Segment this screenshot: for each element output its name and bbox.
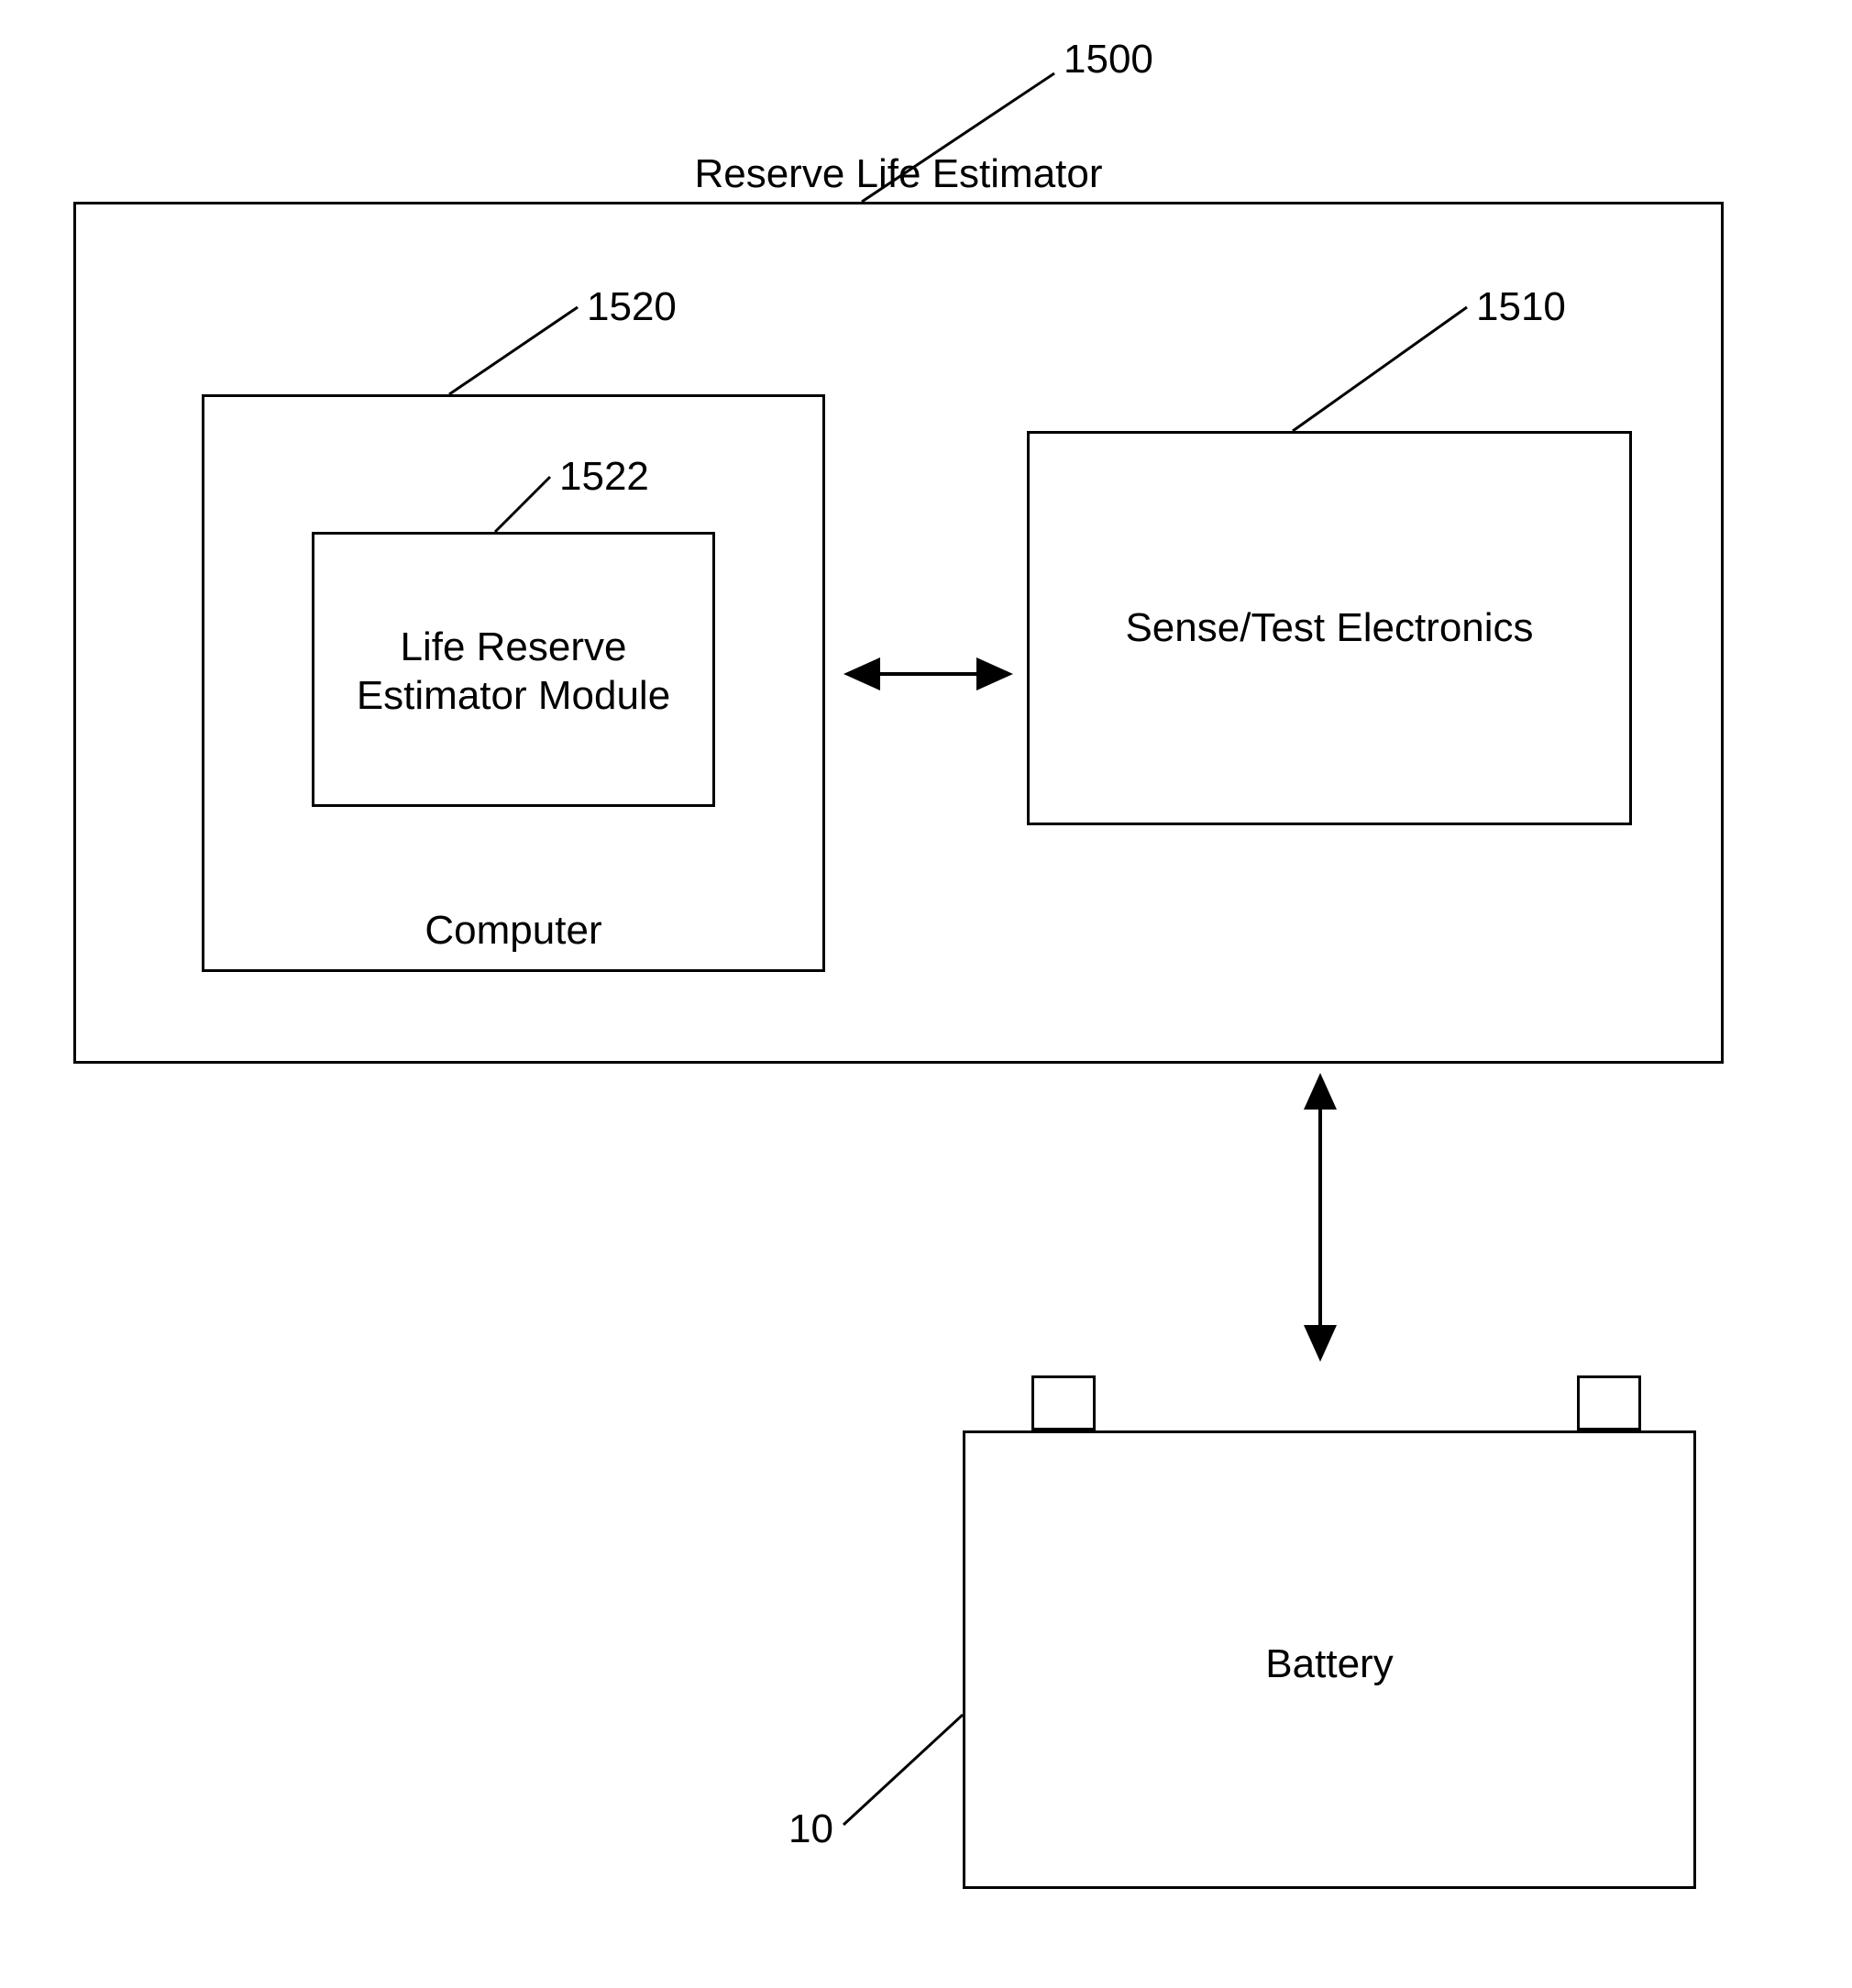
module-label-line1: Life Reserve (400, 624, 626, 669)
ref-1522: 1522 (559, 454, 649, 500)
leader-10 (843, 1715, 963, 1825)
arrow-electronics-battery (1304, 1073, 1337, 1362)
battery-label: Battery (963, 1641, 1696, 1687)
battery-terminal-right (1577, 1375, 1641, 1430)
battery-terminal-left (1031, 1375, 1096, 1430)
module-label-line2: Estimator Module (357, 673, 670, 718)
computer-label: Computer (202, 908, 825, 954)
ref-1520: 1520 (587, 284, 677, 330)
ref-10: 10 (788, 1806, 833, 1852)
electronics-label: Sense/Test Electronics (1027, 605, 1632, 651)
reserve-life-estimator-title: Reserve Life Estimator (73, 151, 1724, 197)
module-label: Life Reserve Estimator Module (312, 624, 715, 721)
ref-1500: 1500 (1064, 37, 1153, 83)
ref-1510: 1510 (1476, 284, 1566, 330)
